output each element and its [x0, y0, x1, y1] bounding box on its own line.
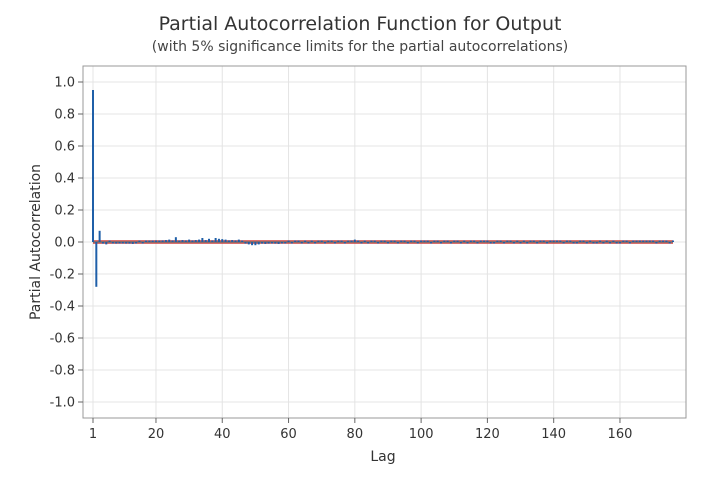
y-axis-label: Partial Autocorrelation: [28, 164, 44, 320]
chart-title: Partial Autocorrelation Function for Out…: [159, 13, 562, 35]
x-tick-label: 160: [608, 427, 633, 442]
x-tick-label: 80: [347, 427, 364, 442]
x-tick-label: 60: [280, 427, 297, 442]
y-tick-label: 1.0: [54, 76, 75, 91]
y-axis-ticks: 1.0 0.8 0.6 0.4 0.2 0.0 -0.2 -0.4 -0.6 -0.8 -1.0: [50, 76, 83, 411]
x-axis-ticks: 1 20 40 60 80 100 120 140 160: [89, 418, 633, 442]
x-tick-label: 100: [409, 427, 434, 442]
x-tick-label: 20: [148, 427, 165, 442]
x-tick-label: 40: [214, 427, 231, 442]
y-tick-label: -0.8: [50, 364, 75, 379]
y-tick-label: -0.4: [50, 300, 75, 315]
pacf-bars: [92, 90, 674, 287]
y-tick-label: 0.4: [54, 172, 75, 187]
chart-subtitle: (with 5% significance limits for the par…: [152, 39, 568, 55]
x-tick-label: 140: [541, 427, 566, 442]
y-tick-label: -0.2: [50, 268, 75, 283]
x-tick-label: 120: [475, 427, 500, 442]
y-tick-label: 0.2: [54, 204, 75, 219]
y-tick-label: 0.8: [54, 108, 75, 123]
x-axis-label: Lag: [370, 449, 395, 465]
y-tick-label: -0.6: [50, 332, 75, 347]
y-tick-label: 0.6: [54, 140, 75, 155]
y-tick-label: -1.0: [50, 396, 75, 411]
x-tick-label: 1: [89, 427, 97, 442]
y-tick-label: 0.0: [54, 236, 75, 251]
